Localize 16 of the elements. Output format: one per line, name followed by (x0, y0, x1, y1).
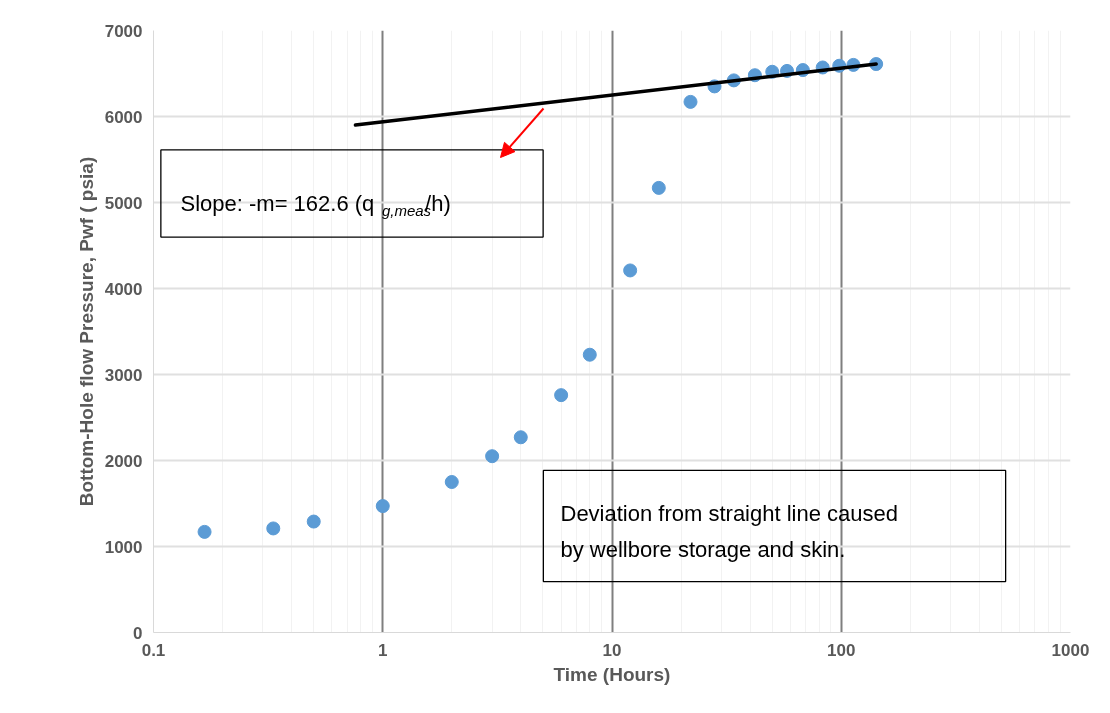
x-axis-title: Time (Hours) (553, 663, 671, 685)
y-tick-label: 2000 (104, 451, 143, 471)
x-tick-label: 1000 (1051, 640, 1090, 660)
x-tick-label: 1 (378, 640, 388, 660)
x-tick-label: 10 (602, 640, 622, 660)
y-tick-label: 7000 (104, 21, 143, 41)
x-tick-label: 0.1 (141, 640, 166, 660)
y-tick-label: 5000 (104, 193, 143, 213)
y-tick-label: 1000 (104, 537, 143, 557)
x-tick-label: 100 (827, 640, 856, 660)
y-tick-label: 4000 (104, 279, 143, 299)
y-tick-label: 6000 (104, 107, 143, 127)
annotation: Deviation from straight line caused by wellbore storage and skin. (560, 501, 898, 562)
y-tick-label: 3000 (104, 365, 143, 385)
y-tick-label: 0 (133, 623, 143, 643)
y-axis-title: Bottom-Hole flow Pressure, Pwf ( psia) (75, 156, 97, 507)
